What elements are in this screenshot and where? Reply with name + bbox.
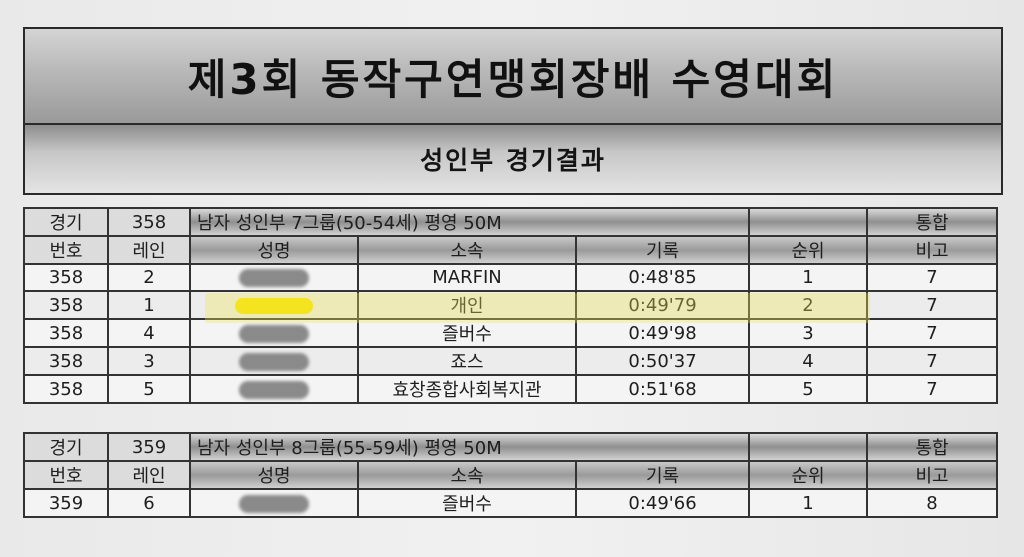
cell-record: 0:48'85	[574, 263, 751, 292]
col-header-no: 번호	[23, 460, 109, 490]
cell-lane: 4	[107, 318, 191, 348]
cell-lane: 1	[107, 290, 191, 320]
header-blank-cell	[748, 432, 869, 462]
col-header-note: 비고	[866, 235, 999, 265]
cell-lane: 5	[107, 374, 191, 404]
cell-club: 효창종합사회복지관	[357, 374, 577, 404]
column-header-row: 번호 레인 성명 소속 기록 순위 비고	[23, 235, 999, 265]
col-header-record: 기록	[574, 460, 751, 490]
page-title: 제3회 동작구연맹회장배 수영대회	[187, 54, 839, 104]
cell-record: 0:50'37	[574, 346, 751, 376]
col-header-note: 비고	[866, 460, 999, 490]
event-no: 358	[107, 207, 191, 237]
cell-name	[189, 290, 359, 320]
cell-note: 8	[866, 488, 999, 518]
cell-note: 7	[866, 318, 999, 348]
redacted-name	[235, 297, 313, 314]
cell-name	[189, 488, 359, 518]
event-no-label: 경기	[23, 432, 109, 462]
table-row: 358 4 즐버수 0:49'98 3 7	[23, 318, 999, 348]
cell-name	[189, 318, 359, 348]
table-row: 358 3 죠스 0:50'37 4 7	[23, 346, 999, 376]
cell-no: 358	[23, 263, 109, 292]
cell-lane: 6	[107, 488, 191, 518]
subtitle-bar: 성인부 경기결과	[25, 125, 1001, 193]
cell-rank: 3	[748, 318, 869, 348]
cell-rank: 4	[748, 346, 869, 376]
cell-note: 7	[866, 346, 999, 376]
cell-club: 즐버수	[357, 318, 577, 348]
cell-record: 0:49'98	[574, 318, 751, 348]
event-no-label: 경기	[23, 207, 109, 237]
cell-lane: 2	[107, 263, 191, 292]
cell-record: 0:49'79	[574, 290, 751, 320]
cell-no: 358	[23, 374, 109, 404]
cell-note: 7	[866, 374, 999, 404]
cell-rank: 2	[748, 290, 869, 320]
table-row: 358 1 개인 0:49'79 2 7	[23, 290, 999, 320]
event-name: 남자 성인부 8그룹(55-59세) 평영 50M	[188, 432, 751, 462]
redacted-name	[239, 352, 309, 371]
event-no: 359	[107, 432, 191, 462]
overall-label: 통합	[866, 432, 999, 462]
table-row: 359 6 즐버수 0:49'66 1 8	[23, 488, 999, 518]
col-header-lane: 레인	[107, 460, 191, 490]
cell-record: 0:49'66	[574, 488, 751, 518]
cell-club: 즐버수	[357, 488, 577, 518]
cell-club: 개인	[357, 290, 577, 320]
col-header-rank: 순위	[748, 235, 869, 265]
redacted-name	[239, 324, 309, 343]
col-header-lane: 레인	[107, 235, 191, 265]
cell-note: 7	[866, 263, 999, 292]
cell-rank: 1	[748, 263, 869, 292]
cell-rank: 1	[748, 488, 869, 518]
event-header-row: 경기 359 남자 성인부 8그룹(55-59세) 평영 50M 통합	[23, 432, 999, 462]
col-header-name: 성명	[189, 235, 359, 265]
redacted-name	[239, 494, 309, 513]
col-header-record: 기록	[574, 235, 751, 265]
cell-name	[189, 374, 359, 404]
results-header: 제3회 동작구연맹회장배 수영대회 성인부 경기결과	[23, 27, 1003, 195]
cell-club: 죠스	[357, 346, 577, 376]
cell-rank: 5	[748, 374, 869, 404]
cell-name	[189, 346, 359, 376]
results-table-359: 경기 359 남자 성인부 8그룹(55-59세) 평영 50M 통합 번호 레…	[23, 432, 999, 518]
cell-no: 359	[23, 488, 109, 518]
overall-label: 통합	[866, 207, 999, 237]
col-header-rank: 순위	[748, 460, 869, 490]
col-header-name: 성명	[189, 460, 359, 490]
title-bar: 제3회 동작구연맹회장배 수영대회	[25, 29, 1001, 125]
event-header-row: 경기 358 남자 성인부 7그룹(50-54세) 평영 50M 통합	[23, 207, 999, 237]
results-table-358: 경기 358 남자 성인부 7그룹(50-54세) 평영 50M 통합 번호 레…	[23, 207, 999, 404]
event-name: 남자 성인부 7그룹(50-54세) 평영 50M	[188, 207, 751, 237]
cell-club: MARFIN	[357, 263, 577, 292]
cell-note: 7	[866, 290, 999, 320]
cell-no: 358	[23, 346, 109, 376]
col-header-no: 번호	[23, 235, 109, 265]
cell-record: 0:51'68	[574, 374, 751, 404]
header-blank-cell	[748, 207, 869, 237]
cell-no: 358	[23, 290, 109, 320]
col-header-club: 소속	[357, 235, 577, 265]
cell-lane: 3	[107, 346, 191, 376]
table-row: 358 5 효창종합사회복지관 0:51'68 5 7	[23, 374, 999, 404]
page-subtitle: 성인부 경기결과	[420, 146, 606, 175]
cell-no: 358	[23, 318, 109, 348]
table-row: 358 2 MARFIN 0:48'85 1 7	[23, 263, 999, 292]
redacted-name	[239, 380, 309, 399]
cell-name	[189, 263, 359, 292]
column-header-row: 번호 레인 성명 소속 기록 순위 비고	[23, 460, 999, 490]
redacted-name	[239, 269, 309, 287]
col-header-club: 소속	[357, 460, 577, 490]
